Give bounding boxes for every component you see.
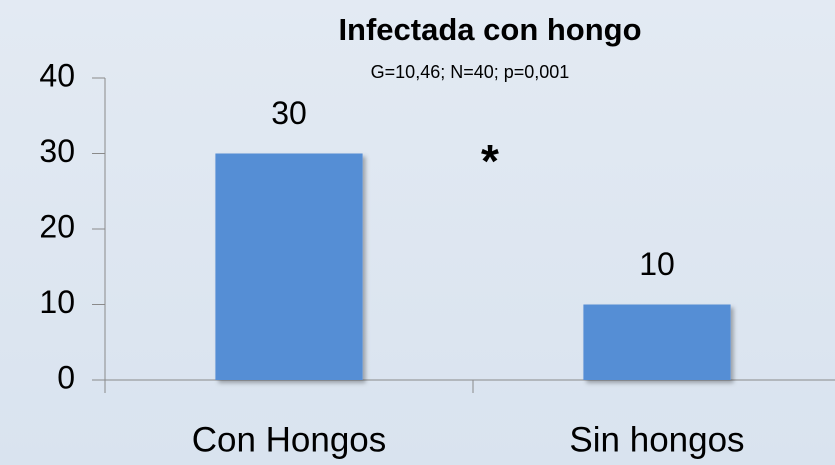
y-tick-label: 20 (39, 208, 75, 244)
x-tick-label: Con Hongos (192, 420, 387, 459)
bar (583, 304, 731, 380)
annotation: * (481, 135, 499, 187)
data-label: 10 (639, 246, 675, 282)
bar (215, 153, 363, 380)
x-tick-label: Sin hongos (569, 420, 744, 459)
data-label: 30 (271, 95, 307, 131)
chart-title: Infectada con hongo (338, 12, 641, 47)
y-tick-label: 30 (39, 133, 75, 169)
y-tick-label: 40 (39, 57, 75, 93)
y-tick-label: 0 (57, 359, 75, 395)
chart-subtitle: G=10,46; N=40; p=0,001 (371, 62, 570, 82)
y-tick-label: 10 (39, 284, 75, 320)
